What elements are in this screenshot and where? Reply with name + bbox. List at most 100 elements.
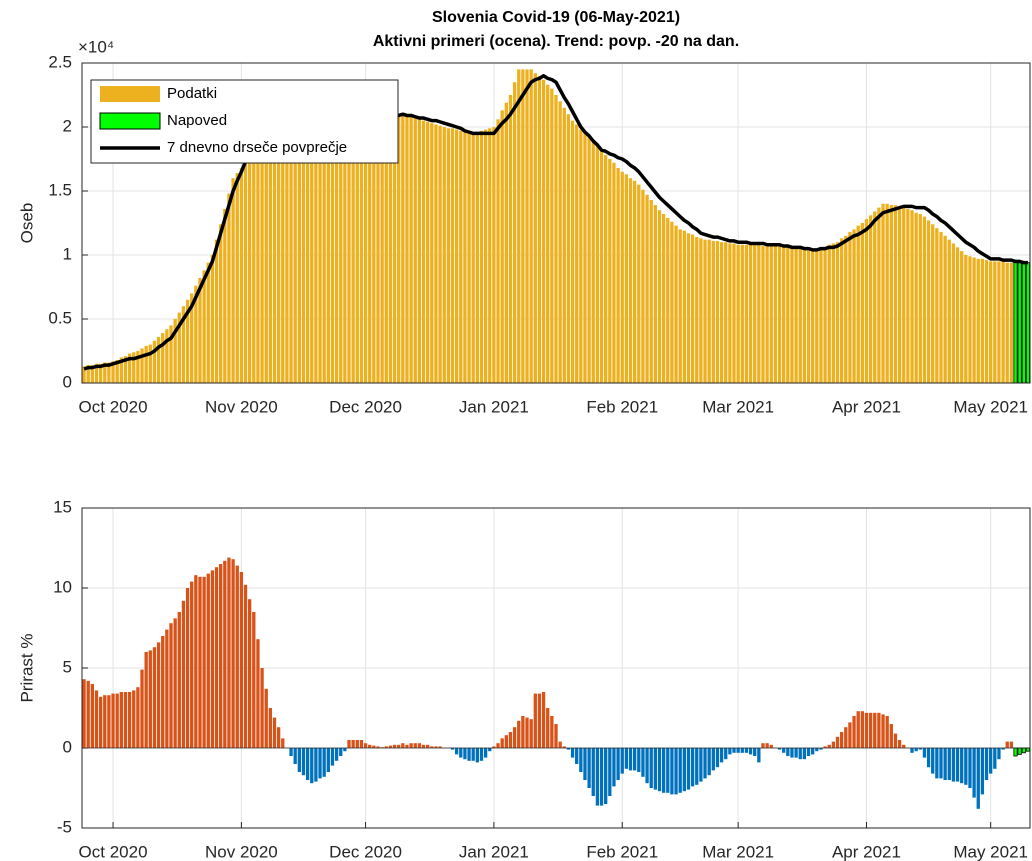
- bar: [517, 720, 521, 748]
- bar: [984, 260, 989, 383]
- bar: [488, 748, 492, 752]
- chart-title: Slovenia Covid-19 (06-May-2021): [432, 9, 680, 26]
- bar: [848, 722, 852, 748]
- bar: [508, 732, 513, 748]
- bar: [248, 599, 252, 748]
- bar: [939, 748, 943, 779]
- bar: [140, 669, 144, 748]
- x-tick-label: Feb 2021: [586, 842, 658, 861]
- bar: [910, 210, 914, 383]
- x-tick-label: Nov 2020: [205, 397, 278, 416]
- bar: [835, 736, 840, 748]
- bar: [757, 748, 761, 763]
- bar: [268, 708, 273, 748]
- bar: [811, 748, 815, 755]
- bar: [334, 748, 339, 761]
- bar: [434, 124, 438, 383]
- bar: [529, 719, 533, 748]
- bar: [533, 693, 537, 748]
- bar: [376, 746, 380, 748]
- bar: [359, 740, 364, 748]
- bar: [579, 129, 583, 383]
- bar: [728, 243, 732, 383]
- bar: [931, 224, 935, 383]
- bar: [591, 142, 595, 383]
- bar: [570, 748, 575, 758]
- bar: [964, 748, 968, 785]
- bar: [670, 221, 674, 383]
- x-tick-label: Mar 2021: [702, 397, 774, 416]
- bar: [169, 325, 173, 383]
- bar: [127, 353, 132, 383]
- bar: [533, 73, 537, 384]
- bar: [661, 214, 666, 383]
- bar: [98, 696, 103, 748]
- bar: [616, 167, 620, 383]
- bar: [802, 248, 807, 383]
- bar: [471, 133, 475, 383]
- bar: [194, 285, 198, 383]
- bar: [322, 124, 326, 383]
- bar: [695, 237, 699, 383]
- bar: [997, 261, 1001, 383]
- bar: [517, 69, 521, 384]
- bar: [537, 693, 542, 748]
- bar: [339, 748, 343, 756]
- bar: [190, 293, 194, 383]
- bar: [219, 564, 223, 748]
- bar: [703, 748, 707, 779]
- bar: [123, 356, 128, 383]
- bar: [372, 119, 376, 383]
- bar: [616, 748, 620, 780]
- bar: [392, 744, 397, 748]
- bar: [918, 214, 922, 383]
- bar: [736, 244, 740, 383]
- bar: [935, 748, 939, 779]
- x-tick-label: Apr 2021: [832, 842, 901, 861]
- bar: [500, 110, 504, 384]
- x-tick-label: Jan 2021: [459, 842, 529, 861]
- bar: [889, 205, 893, 383]
- bar: [993, 748, 997, 769]
- bar: [194, 575, 198, 748]
- bar: [550, 88, 554, 383]
- bar: [868, 712, 873, 748]
- bar: [401, 743, 405, 748]
- bar: [231, 178, 235, 383]
- bar: [624, 748, 629, 769]
- bar: [463, 132, 467, 383]
- bar: [86, 365, 90, 383]
- bar: [123, 692, 128, 748]
- bar: [761, 246, 765, 383]
- bar: [169, 623, 173, 748]
- bar: [980, 748, 985, 795]
- bar: [1021, 747, 1026, 754]
- bar: [368, 744, 372, 748]
- bar: [856, 711, 860, 748]
- bar: [724, 242, 728, 383]
- bar: [467, 132, 471, 383]
- bar: [173, 319, 177, 383]
- bar: [628, 178, 633, 383]
- bar: [206, 262, 210, 383]
- bar: [475, 748, 480, 763]
- axes-box: [81, 507, 1031, 829]
- x-tick-label: Feb 2021: [586, 397, 658, 416]
- bar: [628, 748, 633, 771]
- legend-swatch: [100, 86, 160, 102]
- bar: [388, 116, 393, 383]
- bar: [276, 134, 281, 383]
- bar: [156, 642, 161, 748]
- x-tick-label: May 2021: [953, 397, 1028, 416]
- bar: [384, 116, 388, 383]
- bar: [955, 748, 960, 782]
- bar: [968, 256, 972, 383]
- bar: [682, 748, 686, 792]
- bar: [823, 247, 827, 383]
- bar: [918, 748, 922, 750]
- bar: [272, 717, 277, 748]
- bar: [976, 748, 980, 809]
- bar: [181, 600, 186, 748]
- bar: [947, 239, 951, 383]
